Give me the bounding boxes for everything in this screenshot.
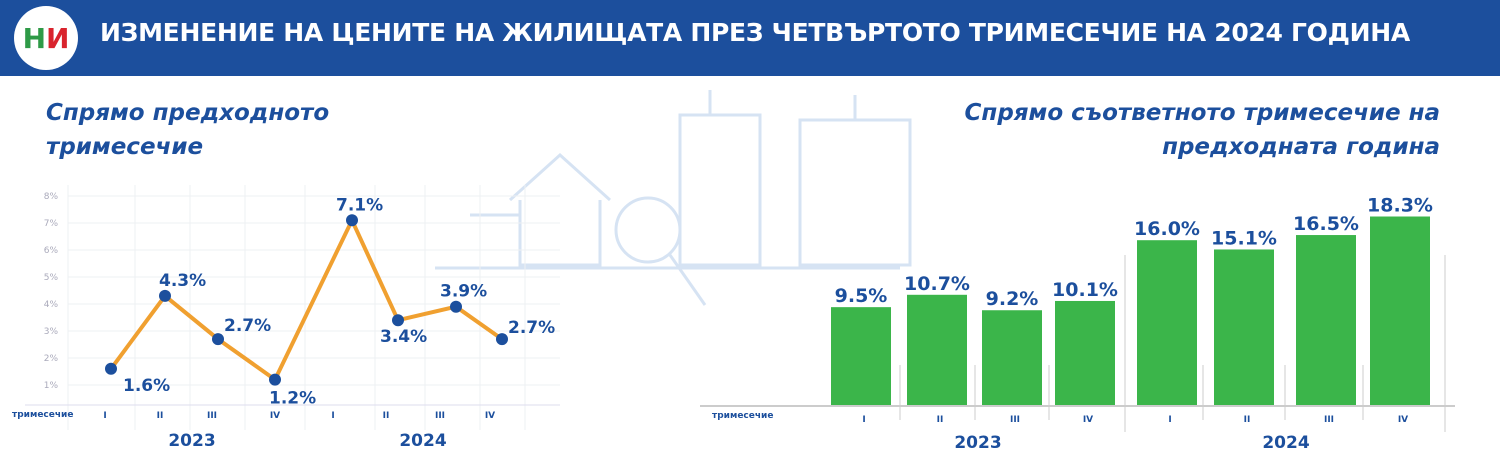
data-label: 16.5% [1293,213,1359,235]
data-label: 1.6% [123,376,170,396]
x-tick-label: II [157,411,164,421]
data-label: 9.5% [835,285,888,307]
y-tick-label: 8% [44,192,59,202]
data-label: 10.1% [1052,279,1118,301]
data-point [105,362,117,375]
series-line [109,215,504,383]
data-label: 9.2% [986,288,1039,310]
x-tick-label: II [383,411,390,421]
data-label: 3.4% [380,327,427,347]
x-tick-label: I [331,411,334,421]
data-label: 4.3% [159,271,206,291]
bar [1214,249,1274,405]
data-label: 3.9% [440,282,487,302]
building-illustration [435,90,912,306]
page-title: ИЗМЕНЕНИЕ НА ЦЕНИТЕ НА ЖИЛИЩАТА ПРЕЗ ЧЕТ… [100,18,1410,47]
year-label: 2024 [1262,433,1309,453]
y-tick-label: 1% [44,381,59,391]
x-tick-label: III [1324,415,1334,425]
y-tick-label: 5% [44,273,59,283]
bar [831,307,891,405]
data-label: 15.1% [1211,227,1277,249]
line-chart-title: Спрямо предходното тримесечие [46,100,330,160]
y-tick-label: 3% [44,327,59,337]
x-tick-label: I [1168,415,1171,425]
data-label: 16.0% [1134,218,1200,240]
x-tick-label: III [1010,415,1020,425]
x-axis-label: тримесечие [712,411,773,421]
data-label: 2.7% [224,316,271,336]
bar [907,294,967,405]
data-point [269,373,281,386]
bar [1296,235,1356,405]
y-tick-label: 2% [44,354,59,364]
data-label: 18.3% [1367,195,1433,217]
x-tick-label: IV [270,411,280,421]
y-tick-label: 7% [44,219,59,229]
data-label: 2.7% [508,318,555,338]
data-label: 7.1% [336,195,383,215]
x-axis-label: тримесечие [12,410,73,420]
year-label: 2023 [168,431,215,451]
x-tick-label: IV [1398,415,1408,425]
bar-chart-title: Спрямо съответното тримесечие на предход… [964,100,1440,160]
data-label: 1.2% [269,389,316,409]
bar [1370,216,1430,405]
bar [1055,300,1115,405]
data-point [496,333,508,346]
data-point [450,300,462,313]
data-point [346,214,358,227]
data-point [392,314,404,327]
year-label: 2024 [399,431,446,451]
x-tick-label: IV [1083,415,1093,425]
y-tick-label: 6% [44,246,59,256]
x-tick-label: III [435,411,445,421]
x-tick-label: I [862,415,865,425]
data-point [159,289,171,302]
x-tick-label: II [1244,415,1251,425]
x-tick-label: III [207,411,217,421]
x-tick-label: IV [485,411,495,421]
x-tick-label: I [103,411,106,421]
data-label: 10.7% [904,273,970,295]
y-tick-label: 4% [44,300,59,310]
year-label: 2023 [954,433,1001,453]
bar [982,310,1042,405]
data-point [212,333,224,346]
x-tick-label: II [937,415,944,425]
bar [1137,240,1197,405]
